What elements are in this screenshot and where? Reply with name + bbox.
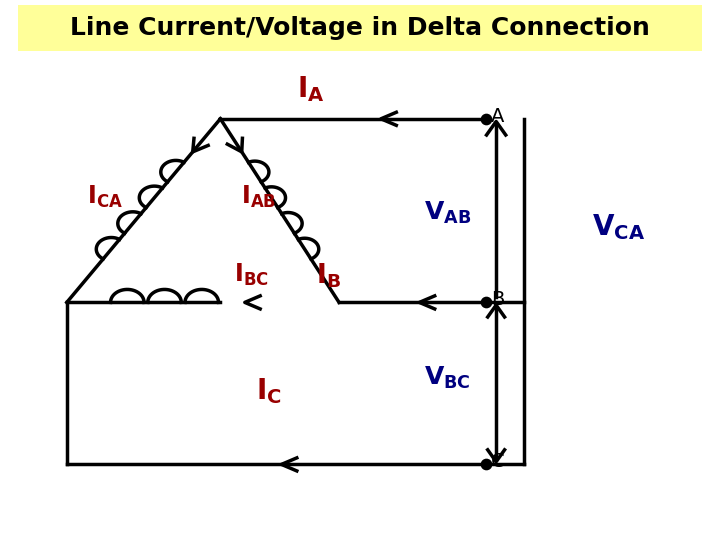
Text: A: A	[491, 106, 505, 126]
Point	[480, 460, 492, 469]
Text: Line Current/Voltage in Delta Connection: Line Current/Voltage in Delta Connection	[70, 16, 650, 40]
Text: $\mathbf{I_{AB}}$: $\mathbf{I_{AB}}$	[241, 184, 276, 210]
Text: $\mathbf{I_A}$: $\mathbf{I_A}$	[297, 74, 325, 104]
Point	[480, 114, 492, 123]
Text: $\mathbf{I_{CA}}$: $\mathbf{I_{CA}}$	[87, 184, 123, 210]
Text: $\mathbf{V_{CA}}$: $\mathbf{V_{CA}}$	[592, 212, 645, 242]
Point	[480, 298, 492, 307]
Text: $\mathbf{V_{BC}}$: $\mathbf{V_{BC}}$	[424, 365, 471, 391]
Text: B: B	[491, 290, 505, 309]
Text: $\mathbf{V_{AB}}$: $\mathbf{V_{AB}}$	[423, 200, 471, 226]
FancyBboxPatch shape	[18, 5, 702, 51]
Text: $\mathbf{I_{BC}}$: $\mathbf{I_{BC}}$	[235, 262, 269, 288]
Text: C: C	[491, 452, 505, 471]
Text: $\mathbf{I_C}$: $\mathbf{I_C}$	[256, 376, 282, 407]
Text: $\mathbf{I_B}$: $\mathbf{I_B}$	[316, 261, 341, 289]
